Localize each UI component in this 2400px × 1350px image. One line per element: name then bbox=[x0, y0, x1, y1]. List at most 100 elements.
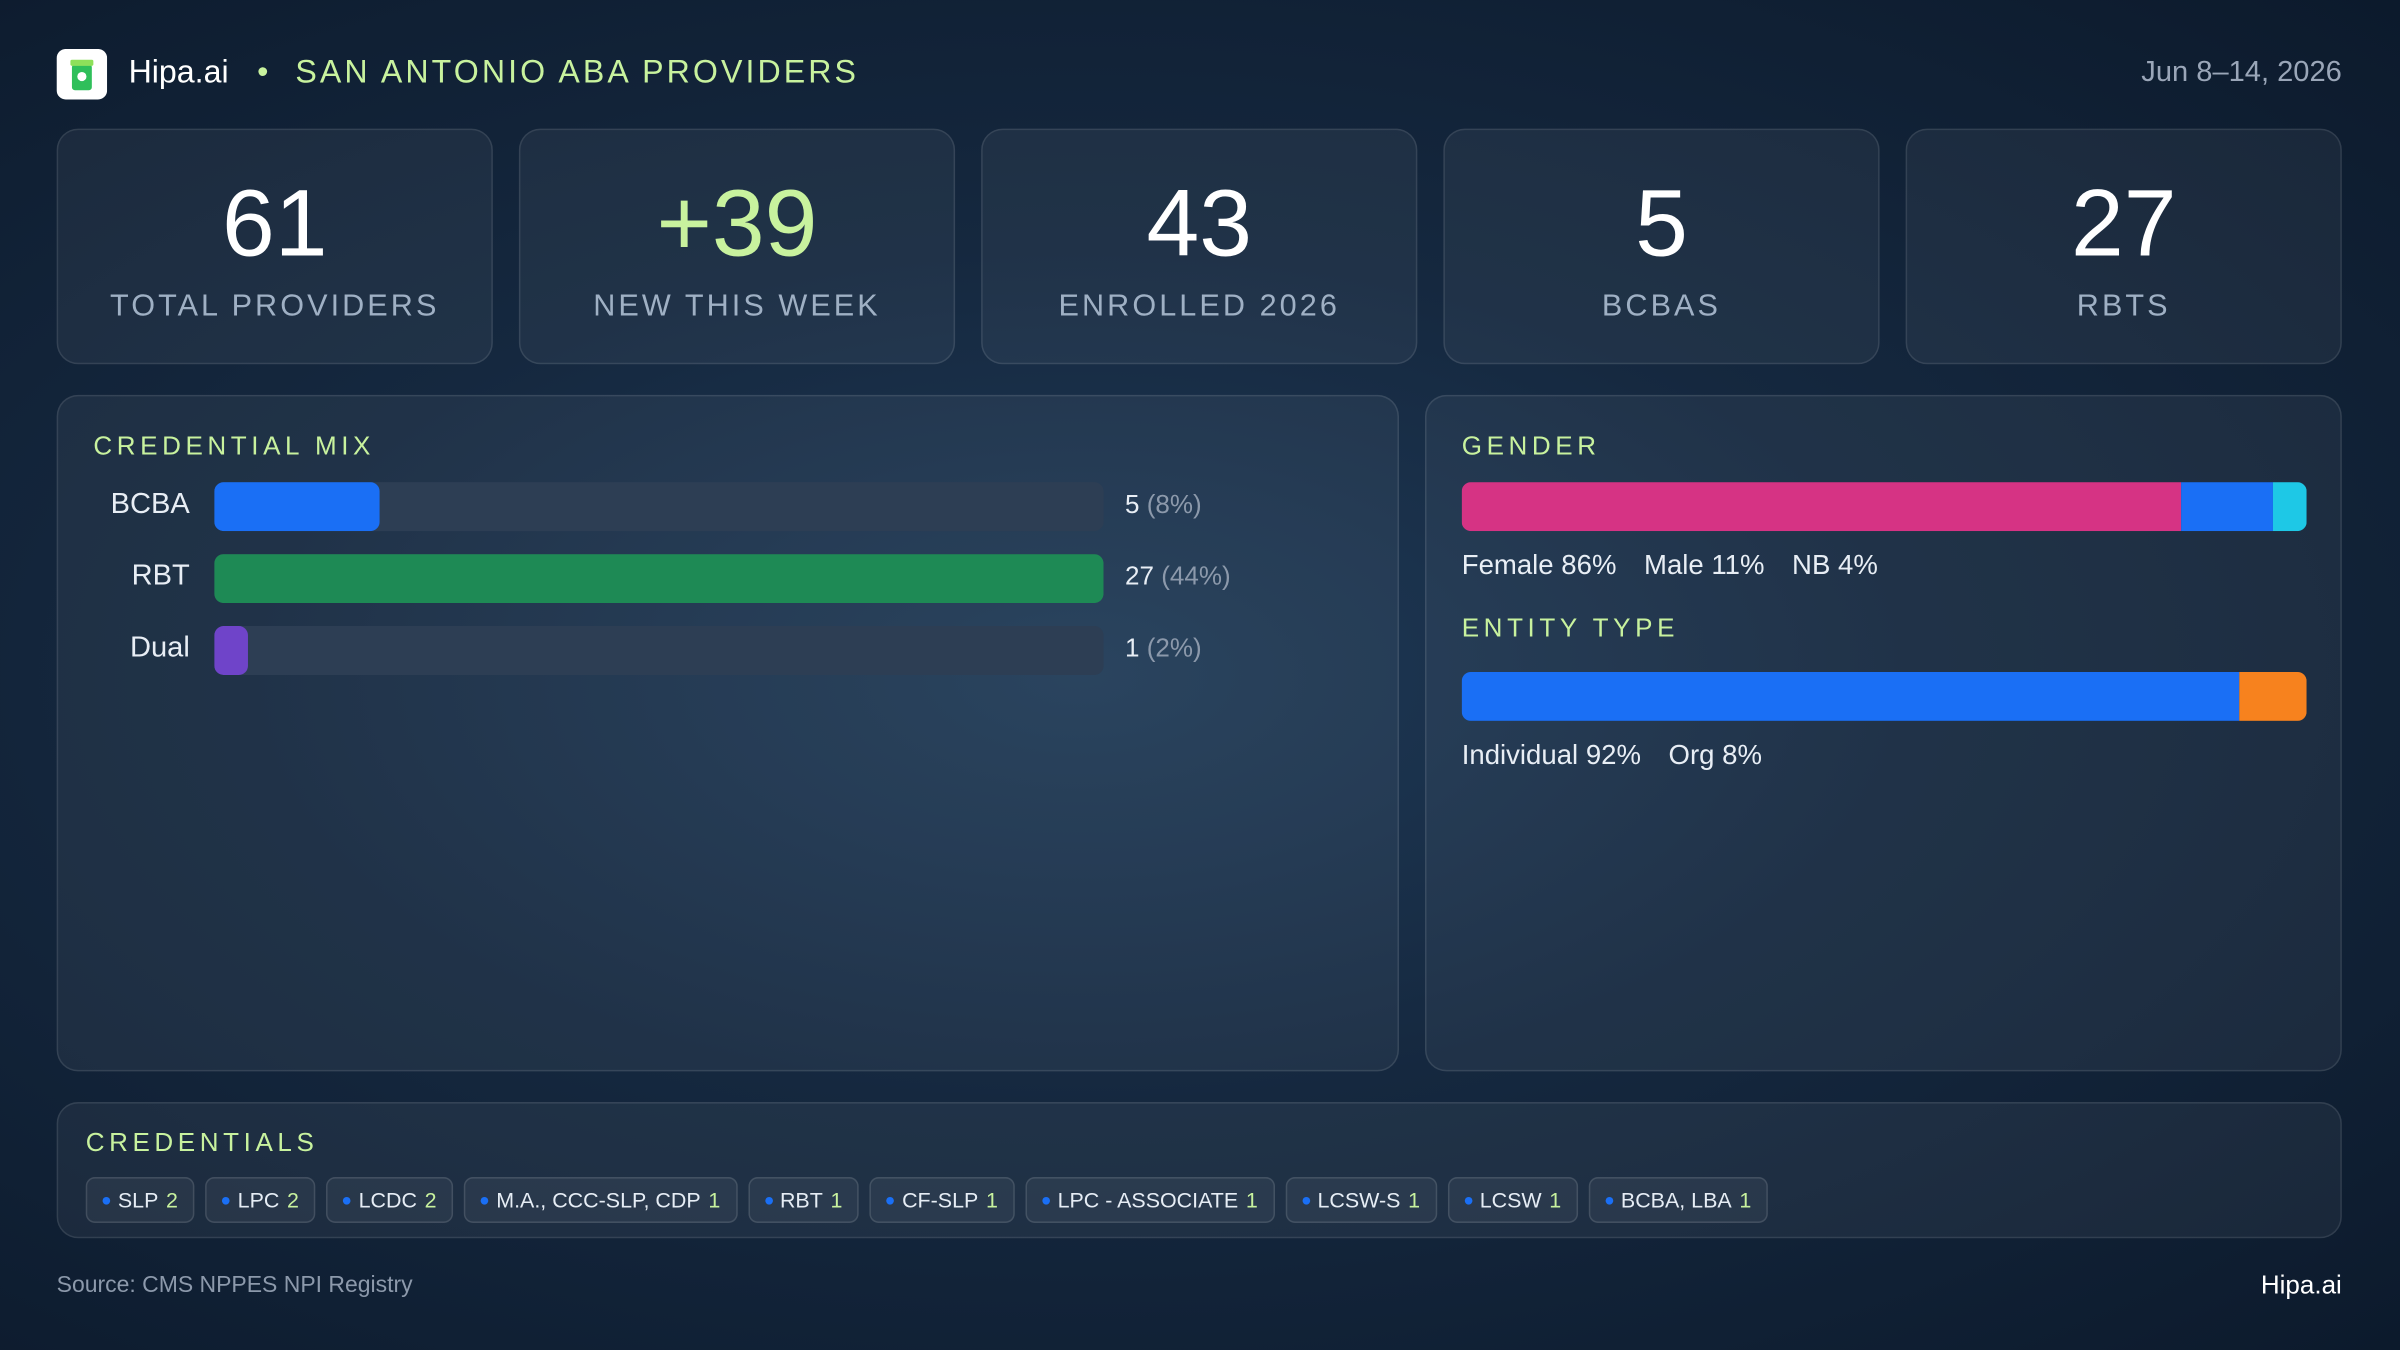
panel-title: GENDER bbox=[1461, 431, 1601, 461]
kpi-card: 27 RBTS bbox=[1905, 128, 2342, 365]
bar bbox=[214, 554, 1104, 604]
legend-entry: Female 86% bbox=[1462, 549, 1617, 581]
chip-dot bbox=[764, 1196, 773, 1204]
credential-chip: BCBA, LBA 1 bbox=[1588, 1177, 1769, 1223]
bar-value-label: 5 (8%) bbox=[1125, 490, 1202, 521]
chip-dot bbox=[222, 1196, 230, 1204]
chip-label: SLP bbox=[117, 1187, 159, 1213]
legend-name: Org bbox=[1668, 739, 1715, 770]
legend-entry: Individual 92% bbox=[1462, 739, 1641, 771]
credential-chip: M.A., CCC-SLP, CDP 1 bbox=[464, 1177, 738, 1223]
source: Source: CMS NPPES NPI Registry bbox=[56, 1271, 413, 1298]
demographics-panel: GENDER Female 86% Male 11% NB 4% ENTITY TY… bbox=[1424, 394, 2342, 1072]
kpi-label: NEW THIS WEEK bbox=[593, 289, 881, 323]
legend-value: 4% bbox=[1838, 549, 1878, 581]
legend-entry: Org 8% bbox=[1669, 739, 1762, 771]
panel-title: CREDENTIAL MIX bbox=[93, 431, 376, 461]
kpi-label: TOTAL PROVIDERS bbox=[110, 289, 440, 323]
share: (44%) bbox=[1161, 561, 1231, 591]
chip-label: LPC bbox=[237, 1187, 280, 1213]
legend: Individual 92% Org 8% bbox=[1462, 739, 1762, 771]
kpi-value: 27 bbox=[2070, 171, 2177, 278]
credentials-panel: CREDENTIALS SLP 2 LPC 2 LCDC 2 M.A., CCC-SLP, … bbox=[56, 1102, 2342, 1239]
value: 27 bbox=[1124, 561, 1154, 591]
bar bbox=[214, 626, 248, 675]
credential-chip: LCSW 1 bbox=[1447, 1177, 1579, 1223]
bar-value-label: 1 (2%) bbox=[1125, 634, 1202, 665]
legend-entry: Male 11% bbox=[1644, 549, 1765, 581]
kpi-card: 43 ENROLLED 2026 bbox=[981, 128, 1418, 365]
separator: • bbox=[257, 55, 269, 91]
chip-dot bbox=[1464, 1196, 1473, 1204]
chip-count: 1 bbox=[708, 1187, 721, 1213]
credential-chip: LPC - ASSOCIATE 1 bbox=[1025, 1177, 1275, 1223]
chip-count: 2 bbox=[424, 1187, 437, 1213]
panel-title: ENTITY TYPE bbox=[1461, 613, 1680, 643]
legend-value: 86% bbox=[1561, 549, 1617, 581]
chip-dot bbox=[343, 1196, 351, 1204]
chip-label: LPC - ASSOCIATE bbox=[1057, 1187, 1239, 1213]
credential-mix-panel: CREDENTIAL MIX BCBA 5 (8%) RBT 27 (44%) Dual… bbox=[56, 394, 1399, 1072]
chip-label: M.A., CCC-SLP, CDP bbox=[496, 1187, 701, 1213]
brand: Hipa.ai bbox=[128, 55, 229, 91]
chip-count: 2 bbox=[286, 1187, 299, 1213]
legend-name: Male bbox=[1643, 549, 1704, 581]
share: (2%) bbox=[1146, 633, 1202, 663]
credential-chip: LCSW-S 1 bbox=[1285, 1177, 1437, 1223]
chip-label: LCDC bbox=[358, 1187, 417, 1213]
kpi-value: 43 bbox=[1146, 171, 1253, 278]
legend-value: 92% bbox=[1585, 739, 1641, 770]
kpi-label: ENROLLED 2026 bbox=[1058, 289, 1340, 323]
share: (8%) bbox=[1146, 489, 1202, 519]
chip-dot bbox=[480, 1196, 489, 1204]
value: 1 bbox=[1124, 633, 1140, 663]
chip-label: RBT bbox=[779, 1187, 823, 1213]
legend-name: Female bbox=[1461, 549, 1554, 581]
stacked-track bbox=[1461, 671, 2307, 721]
legend-name: NB bbox=[1792, 549, 1831, 581]
legend-entry: NB 4% bbox=[1792, 549, 1878, 581]
chip-dot bbox=[102, 1196, 111, 1204]
chip-label: LCSW bbox=[1479, 1187, 1542, 1213]
credential-chip: LPC 2 bbox=[205, 1177, 316, 1223]
panel-title: CREDENTIALS bbox=[85, 1128, 319, 1158]
chip-list: SLP 2 LPC 2 LCDC 2 M.A., CCC-SLP, CDP 1 RBT 1 CF-S… bbox=[85, 1177, 1769, 1223]
segment bbox=[1461, 671, 2240, 721]
kpi-value: 5 bbox=[1635, 171, 1688, 278]
chip-count: 1 bbox=[1549, 1187, 1562, 1213]
credential-chip: LCDC 2 bbox=[326, 1177, 454, 1223]
chip-dot bbox=[1302, 1196, 1310, 1204]
bar-track bbox=[214, 482, 1104, 532]
stacked-track bbox=[1461, 482, 2307, 532]
credential-chip: CF-SLP 1 bbox=[869, 1177, 1015, 1223]
date-range: Jun 8–14, 2026 bbox=[2141, 56, 2342, 89]
segment bbox=[1461, 482, 2182, 532]
kpi-label: RBTS bbox=[2076, 289, 2171, 323]
segment bbox=[2181, 482, 2274, 532]
legend-value: 11% bbox=[1711, 549, 1765, 581]
chip-count: 1 bbox=[1245, 1187, 1258, 1213]
bar-track bbox=[214, 626, 1104, 675]
bar-label: RBT bbox=[131, 560, 190, 593]
chip-dot bbox=[1605, 1196, 1614, 1204]
bar-value-label: 27 (44%) bbox=[1125, 562, 1231, 593]
bar-label: BCBA bbox=[110, 488, 190, 521]
legend-value: 8% bbox=[1722, 739, 1762, 770]
bar bbox=[214, 482, 379, 532]
kpi-value: 61 bbox=[221, 171, 328, 278]
chip-count: 1 bbox=[1739, 1187, 1752, 1213]
logo bbox=[56, 48, 108, 100]
chip-count: 1 bbox=[985, 1187, 998, 1213]
chip-label: LCSW-S bbox=[1317, 1187, 1401, 1213]
page-title: SAN ANTONIO ABA PROVIDERS bbox=[295, 55, 860, 91]
kpi-card: 61 TOTAL PROVIDERS bbox=[56, 128, 493, 365]
legend-name: Individual bbox=[1461, 739, 1579, 770]
kpi-value: +39 bbox=[656, 171, 818, 278]
credential-chip: RBT 1 bbox=[747, 1177, 860, 1223]
chip-label: CF-SLP bbox=[902, 1187, 979, 1213]
value: 5 bbox=[1124, 489, 1140, 519]
chip-label: BCBA, LBA bbox=[1620, 1187, 1732, 1213]
segment bbox=[2239, 671, 2307, 721]
